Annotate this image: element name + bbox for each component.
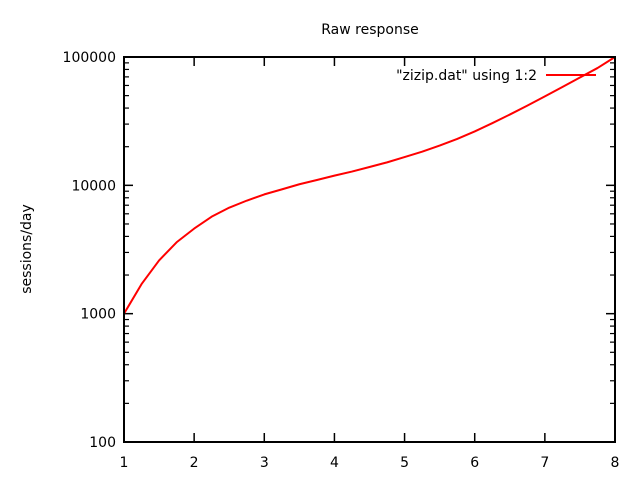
x-tick-label: 1 [120,455,129,471]
y-tick-label: 100 [89,435,116,451]
legend: "zizip.dat" using 1:2 [396,68,596,84]
y-tick-label: 10000 [71,178,116,194]
y-tick-label: 1000 [80,307,116,323]
axis-tick-labels: 1 2 3 4 5 6 7 8 100 1000 10000 100000 [63,50,620,471]
x-tick-label: 2 [190,455,199,471]
chart-title: Raw response [321,22,419,38]
series-layer [123,56,616,315]
x-tick-label: 5 [400,455,409,471]
legend-label: "zizip.dat" using 1:2 [396,68,537,84]
plot-frame [123,56,616,443]
x-tick-label: 6 [470,455,479,471]
series-line [123,56,616,315]
axis-ticks [123,56,616,443]
x-tick-label: 8 [611,455,620,471]
x-tick-label: 7 [540,455,549,471]
y-axis-label: sessions/day [19,204,35,294]
x-tick-label: 4 [330,455,339,471]
x-tick-label: 3 [260,455,269,471]
y-tick-label: 100000 [63,50,116,66]
